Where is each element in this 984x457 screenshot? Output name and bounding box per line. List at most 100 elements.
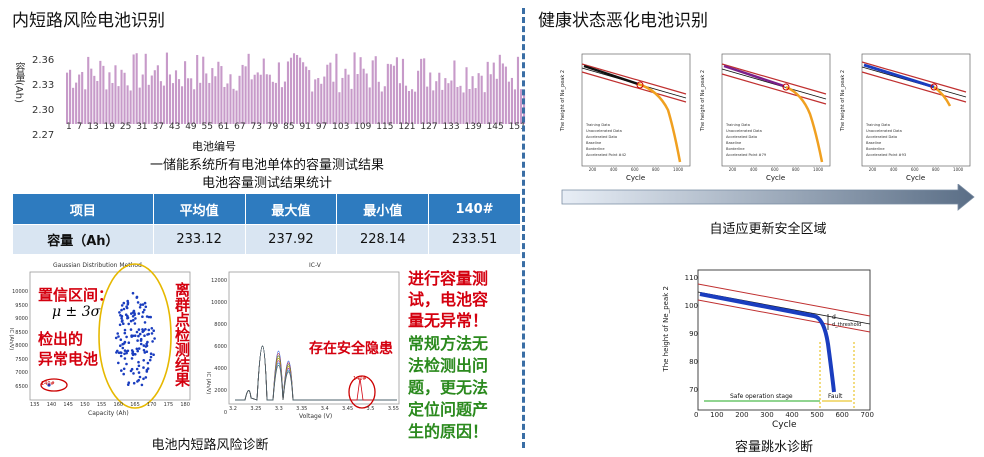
bar	[208, 82, 211, 124]
scatter-point	[125, 362, 128, 366]
bar	[159, 81, 162, 124]
xtick: 139	[464, 122, 482, 132]
xtick: 145	[63, 402, 73, 408]
bar	[450, 80, 453, 124]
icv-xlabel: Voltage (V)	[299, 413, 333, 420]
xtick: 170	[146, 402, 157, 408]
bar	[510, 77, 513, 124]
bar	[81, 71, 84, 124]
ytick: 8000	[15, 343, 28, 349]
scatter-point	[129, 319, 133, 323]
bar	[477, 73, 480, 124]
scatter-point	[130, 357, 134, 360]
scatter-title: Gaussian Distribution Method	[53, 262, 142, 269]
bar	[392, 65, 395, 124]
capacity-plunge-caption: 容量跳水诊断	[734, 440, 813, 455]
mini-xticks: 200 400 600 800 1000	[722, 167, 830, 172]
ytick: 9500	[15, 302, 28, 309]
scatter-point	[138, 375, 142, 379]
scatter-point	[125, 305, 128, 308]
xtick: 700	[860, 411, 874, 419]
xtick: 600	[630, 167, 639, 172]
bar	[132, 54, 135, 124]
xtick: 73	[250, 122, 262, 132]
scatter-point	[139, 339, 143, 342]
xtick: 3.25	[250, 406, 262, 412]
bar	[147, 84, 150, 124]
icv-ylabel: IC (Ah/V)	[205, 372, 211, 395]
bar	[211, 68, 214, 124]
safety-hazard-label: 存在安全隐患	[309, 341, 393, 357]
scatter-point	[142, 377, 145, 381]
scatter-point	[117, 361, 120, 365]
bar	[277, 62, 280, 124]
scatter-ylabel: IC (Ah/V)	[8, 328, 14, 351]
xtick: 175	[163, 402, 174, 408]
bar	[414, 91, 417, 124]
xtick: 0	[694, 411, 699, 419]
bar	[232, 88, 235, 124]
legend-entry: Training Data	[586, 123, 610, 127]
legend-entry: Accelerated Point #42	[586, 153, 627, 157]
bar	[135, 53, 138, 124]
bar	[356, 74, 359, 124]
legend-entry: Baseline	[726, 141, 742, 145]
xtick: 200	[868, 167, 877, 172]
xtick: 1000	[813, 167, 824, 172]
bar	[177, 79, 181, 124]
note-line: 题，更无法	[408, 378, 489, 397]
scatter-point	[142, 344, 146, 347]
plunge-ylabel: The height of Ne_peak 2	[662, 286, 670, 372]
scatter-point	[137, 378, 140, 382]
scatter-point	[117, 335, 120, 338]
bar	[302, 62, 305, 124]
bar-chart-caption: 一储能系统所有电池单体的容量测试结果	[149, 158, 384, 173]
bar	[90, 68, 93, 124]
scatter-point	[129, 328, 133, 331]
xtick: 140	[46, 402, 57, 408]
bar	[280, 87, 283, 124]
scatter-point	[143, 351, 147, 354]
mini-plot-svg	[581, 53, 691, 167]
xtick: 800	[791, 167, 800, 172]
bar	[72, 87, 75, 124]
legend-entry: Unaccelerated Data	[586, 129, 622, 133]
bar	[93, 75, 96, 124]
legend-entry: Borderline	[726, 147, 745, 151]
scatter-point	[145, 368, 149, 372]
scatter-point	[139, 303, 142, 306]
mini-plot-1: Training Data Unaccelerated Data Acceler…	[560, 50, 694, 185]
scatter-point	[118, 323, 122, 327]
d-label: d	[832, 314, 836, 321]
scatter-point	[145, 342, 148, 346]
mini-ylabel: The height of Ne_peak 2	[560, 70, 566, 132]
scatter-point	[138, 306, 142, 309]
xtick: 91	[299, 122, 311, 132]
bar	[389, 64, 392, 124]
scatter-point	[134, 317, 137, 320]
scatter-point	[120, 304, 124, 307]
scatter-point	[136, 301, 140, 304]
bar	[244, 66, 247, 124]
bar	[123, 72, 126, 124]
bar	[377, 81, 380, 124]
bar	[444, 78, 447, 124]
table-cell: 233.51	[428, 224, 521, 255]
bar	[420, 58, 423, 124]
xtick: 3.35	[296, 406, 308, 412]
scatter-point	[143, 334, 146, 337]
bar	[386, 63, 389, 124]
bar	[429, 72, 432, 124]
xtick: 37	[152, 122, 164, 132]
bar	[99, 60, 102, 124]
ytick: 6000	[214, 344, 227, 350]
scatter-point	[139, 342, 143, 346]
table-header: 项目	[12, 193, 154, 225]
bar	[507, 81, 510, 124]
xtick: 1000	[953, 167, 964, 172]
bar	[501, 63, 504, 124]
xtick: 800	[651, 167, 660, 172]
scatter-point	[135, 295, 139, 299]
stats-table-caption: 电池容量测试结果统计	[201, 176, 332, 191]
bar	[235, 90, 238, 124]
